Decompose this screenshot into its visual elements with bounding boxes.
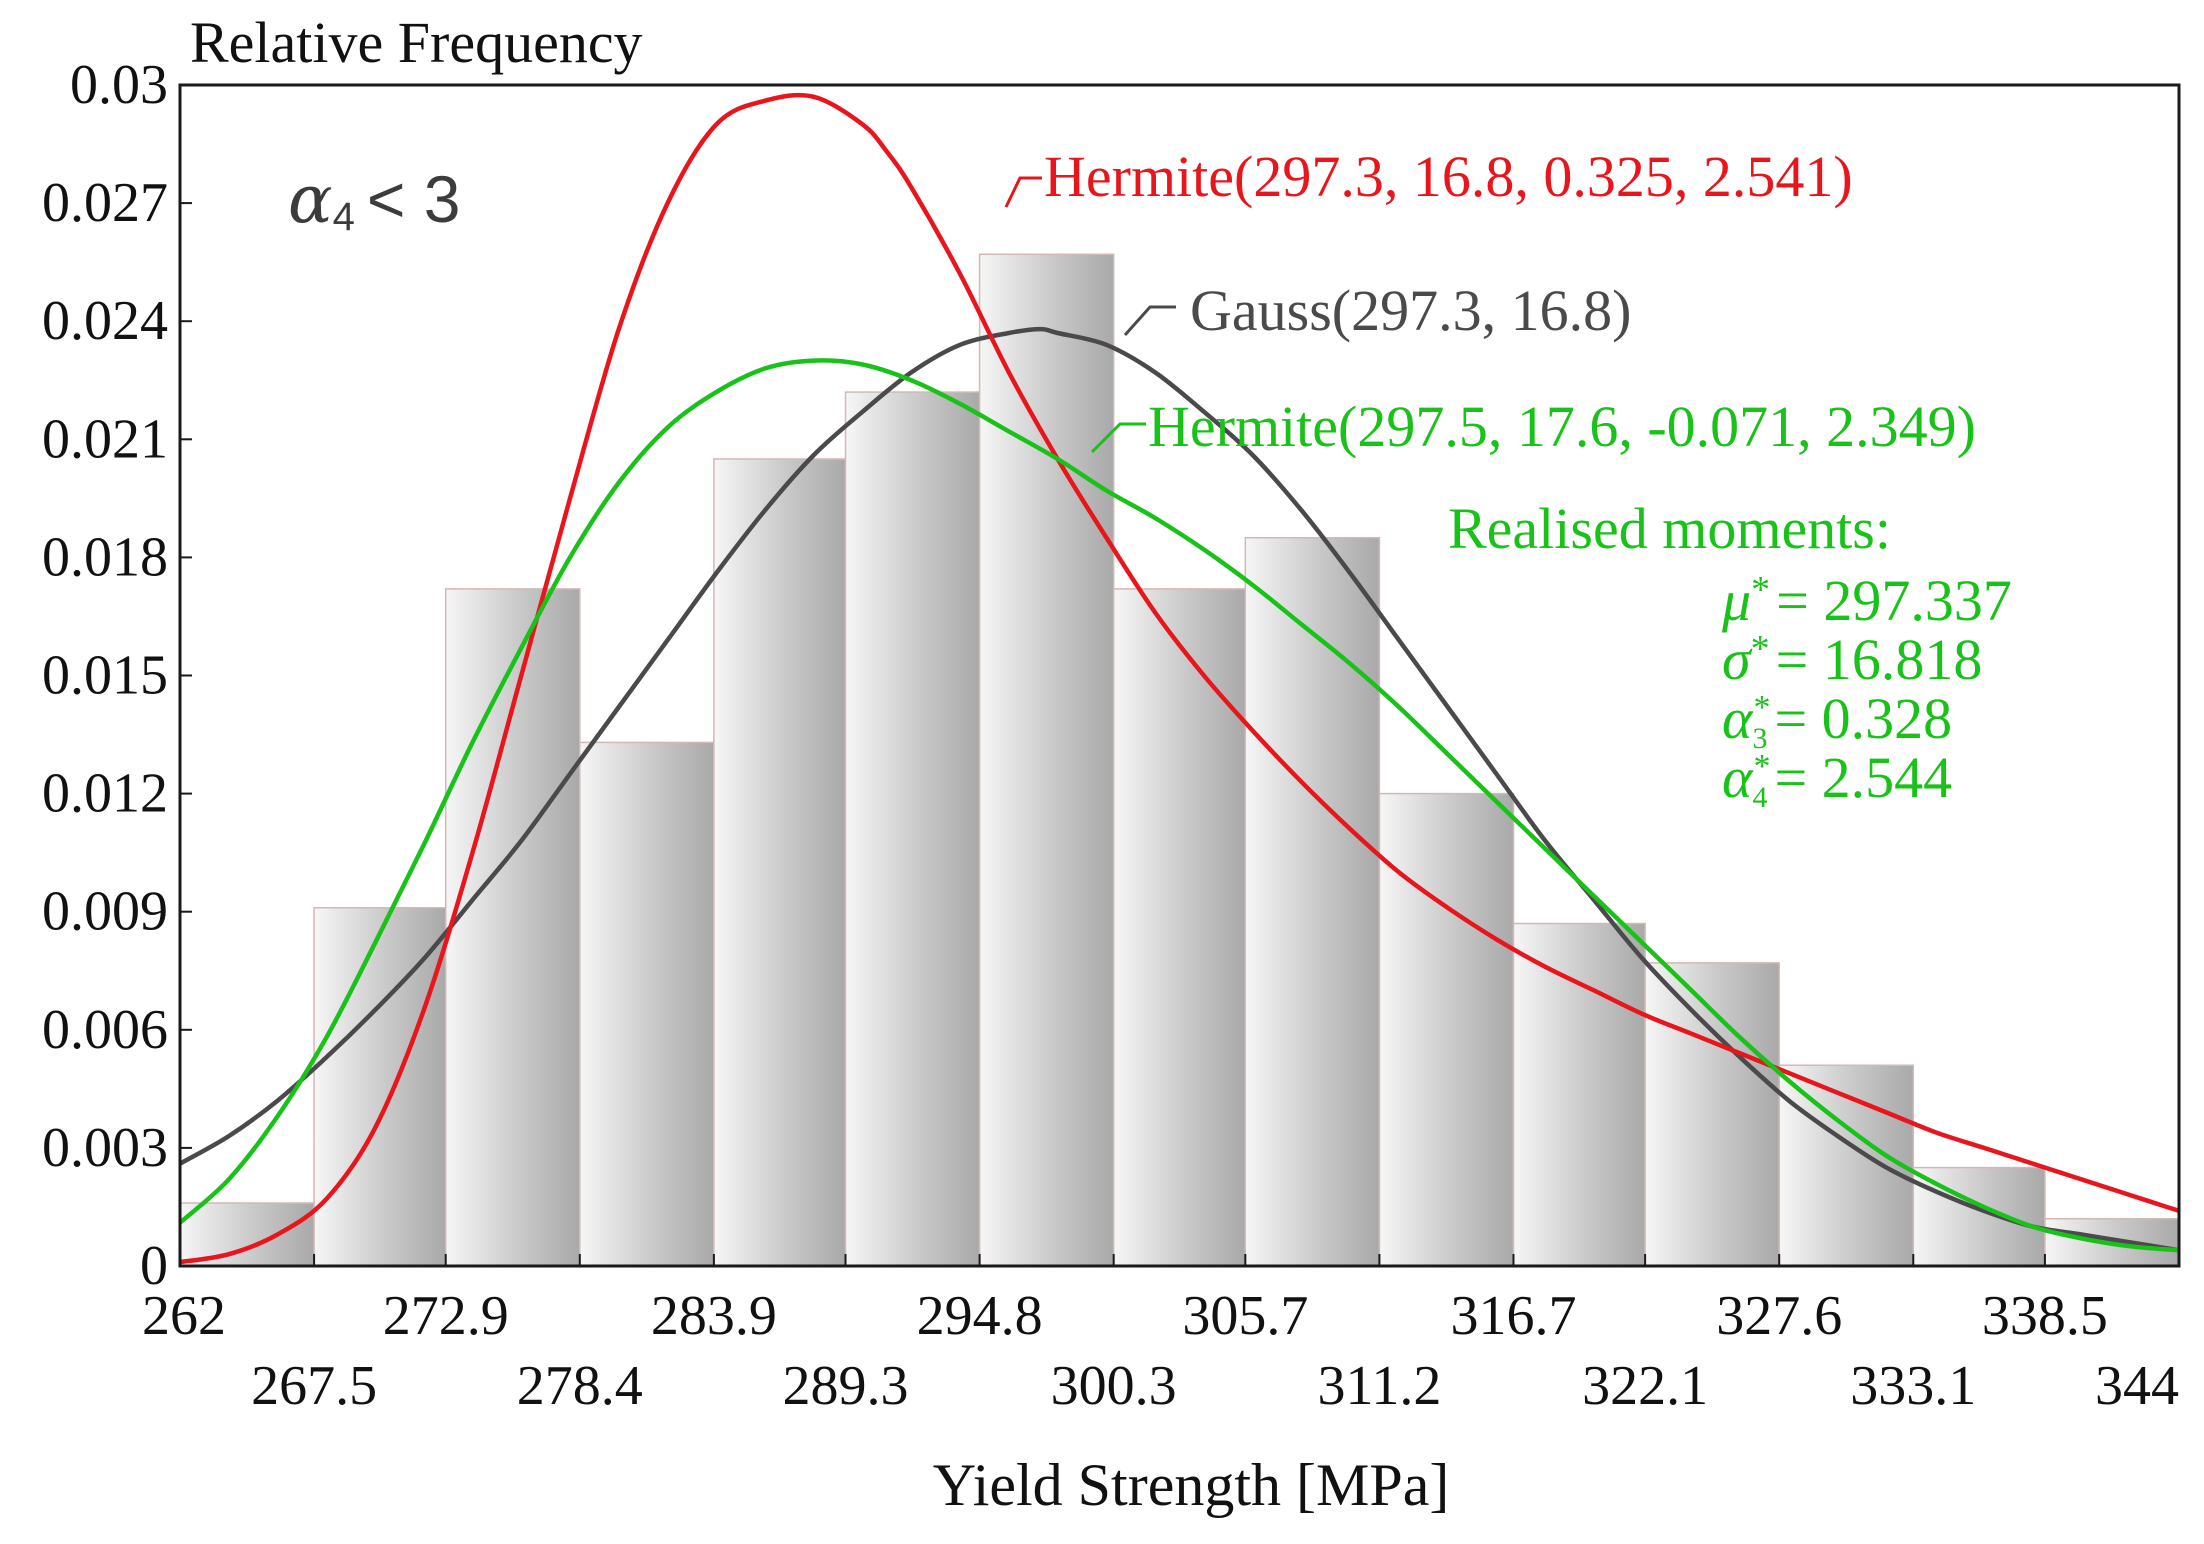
x-tick-label: 289.3	[783, 1355, 909, 1417]
moment-subscript: 3	[1752, 722, 1767, 755]
x-tick-label: 278.4	[517, 1355, 643, 1417]
moment-subscript: 4	[1752, 781, 1767, 814]
y-tick-label: 0.006	[42, 999, 168, 1061]
gauss-label: Gauss(297.3, 16.8)	[1190, 278, 1631, 343]
moment-line: α3*= 0.328	[1722, 686, 1952, 755]
x-tick-label: 333.1	[1850, 1355, 1976, 1417]
hermite-green-label: Hermite(297.5, 17.6, -0.071, 2.349)	[1148, 394, 1976, 459]
moment-symbol: σ	[1722, 627, 1753, 692]
gauss-leader	[1123, 305, 1176, 336]
moment-symbol: α	[1722, 745, 1754, 810]
hermite-green-leader	[1090, 422, 1146, 454]
histogram-bar	[1512, 922, 1646, 1266]
x-tick-label: 344	[2095, 1355, 2179, 1417]
x-tick-label: 267.5	[251, 1355, 377, 1417]
x-tick-label: 311.2	[1317, 1355, 1441, 1417]
histogram-bar	[579, 741, 715, 1266]
y-tick-label: 0.009	[42, 881, 168, 943]
x-tick-label: 305.7	[1182, 1285, 1308, 1347]
moment-line: σ* = 16.818	[1722, 627, 1982, 692]
histogram-bar	[1112, 588, 1247, 1266]
moment-superscript: *	[1751, 569, 1770, 611]
moment-value: = 0.328	[1774, 686, 1952, 751]
moment-line: α4*= 2.544	[1722, 745, 1952, 814]
hermite-red-label: Hermite(297.3, 16.8, 0.325, 2.541)	[1044, 144, 1853, 209]
x-axis-ticks: 262 272.9 283.9 294.8 305.7 316.7 327.6 338.5 26…	[142, 1254, 2180, 1417]
y-tick-label: 0.021	[42, 408, 168, 470]
histogram-bar	[978, 253, 1115, 1266]
moment-superscript: *	[1751, 628, 1770, 670]
histogram-bar	[1778, 1064, 1915, 1266]
moment-symbol: μ	[1721, 568, 1751, 633]
gauss-curve	[180, 326, 2179, 1253]
moment-line: μ* = 297.337	[1721, 568, 2012, 633]
x-tick-label: 327.6	[1716, 1285, 1842, 1347]
x-tick-label: 272.9	[383, 1285, 509, 1347]
hermite-red-curve	[180, 92, 2179, 1265]
y-tick-label: 0.015	[42, 645, 168, 707]
alpha-symbol: α	[288, 161, 333, 238]
hermite-green-curve	[180, 358, 2179, 1253]
x-axis-title: Yield Strength [MPa]	[933, 1452, 1450, 1518]
histogram-bar	[1378, 792, 1515, 1266]
hermite-red-leader	[1004, 176, 1042, 208]
moment-value: = 2.544	[1774, 745, 1952, 810]
y-tick-label: 0.03	[70, 54, 168, 116]
histogram-bar	[444, 588, 581, 1266]
x-tick-label: 283.9	[651, 1285, 777, 1347]
histogram-bar	[313, 907, 447, 1266]
histogram-bar	[713, 458, 847, 1266]
x-tick-label: 300.3	[1051, 1355, 1177, 1417]
realised-moments-title: Realised moments:	[1448, 496, 1891, 561]
x-tick-label: 322.1	[1582, 1355, 1708, 1417]
x-tick-label: 338.5	[1982, 1285, 2108, 1347]
y-axis-title: Relative Frequency	[190, 10, 643, 75]
x-tick-label: 316.7	[1450, 1285, 1576, 1347]
moment-superscript: *	[1753, 748, 1770, 785]
y-tick-label: 0.003	[42, 1117, 168, 1179]
moment-value: = 297.337	[1776, 568, 2012, 633]
moment-symbol: α	[1722, 686, 1754, 751]
y-tick-label: 0.012	[42, 763, 168, 825]
histogram-bar	[180, 1202, 315, 1266]
alpha-subscript: 4	[333, 195, 355, 239]
alpha-condition-text: < 3	[367, 162, 461, 236]
histogram-bar	[1244, 536, 1381, 1266]
x-tick-label: 294.8	[917, 1285, 1043, 1347]
moment-value: = 16.818	[1776, 627, 1983, 692]
histogram-bar	[844, 391, 981, 1266]
alpha4-condition: α4 < 3	[288, 161, 460, 239]
histogram-bars	[180, 253, 2179, 1266]
moment-superscript: *	[1753, 689, 1770, 726]
y-tick-label: 0.024	[42, 290, 168, 352]
fitted-curves	[180, 92, 2179, 1265]
y-tick-label: 0.018	[42, 526, 168, 588]
x-tick-label: 262	[142, 1285, 226, 1347]
y-tick-label: 0	[140, 1235, 168, 1297]
y-tick-label: 0.027	[42, 172, 168, 234]
y-axis-ticks: 0 0.003 0.006 0.009 0.012 0.015 0.018 0.021 0.02…	[42, 54, 192, 1297]
